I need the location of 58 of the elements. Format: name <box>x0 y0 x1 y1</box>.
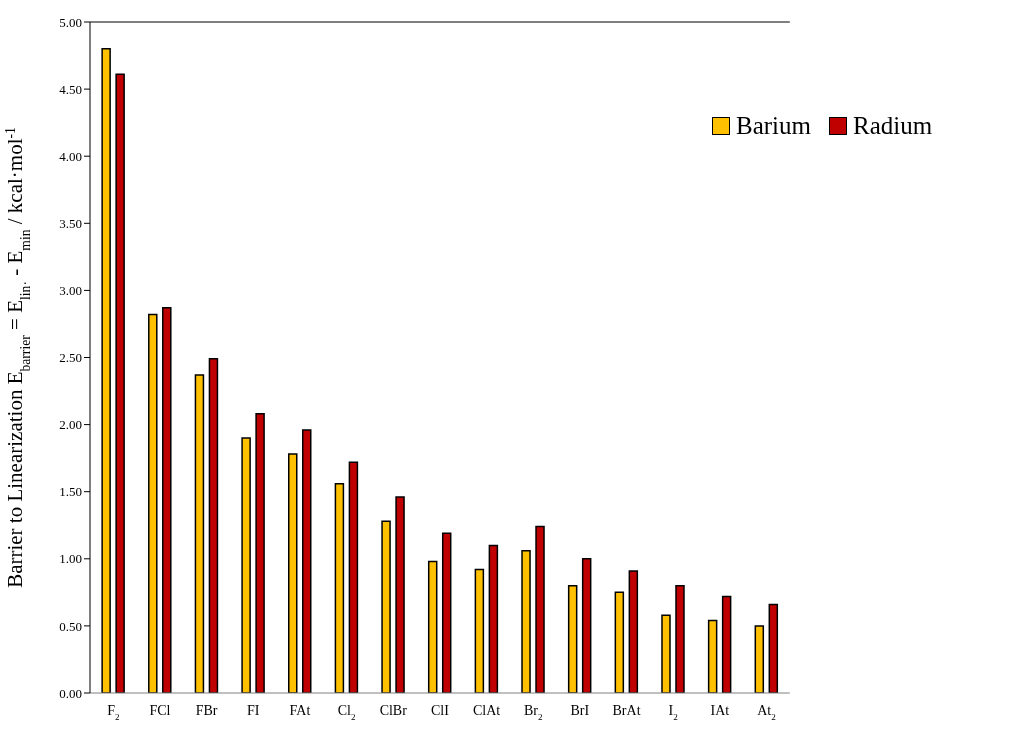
bar <box>581 558 592 693</box>
bar <box>675 584 685 693</box>
y-tick-label: 4.50 <box>59 81 82 97</box>
bar <box>754 625 765 693</box>
bar <box>521 550 531 693</box>
x-tick-label: FI <box>247 703 260 718</box>
legend-label: Barium <box>736 112 811 140</box>
x-tick-label: ClAt <box>472 703 501 718</box>
x-tick-label: ClI <box>430 703 450 718</box>
bar <box>721 595 732 693</box>
x-tick-label: FCl <box>149 703 171 718</box>
bar <box>395 496 405 693</box>
bar <box>241 437 251 693</box>
bar <box>661 614 671 693</box>
y-tick-label: 1.50 <box>59 484 82 500</box>
bar <box>474 568 485 693</box>
x-tick-label: I$_{2}$ <box>668 703 679 722</box>
y-tick-label: 3.00 <box>59 283 82 299</box>
y-tick-label: 3.50 <box>59 215 82 231</box>
bar <box>255 413 265 693</box>
x-tick-label: Br$_{2}$ <box>523 703 543 722</box>
bar <box>101 48 111 693</box>
bar <box>567 584 578 693</box>
y-tick-label: 0.50 <box>59 618 82 634</box>
x-tick-label: BrAt <box>612 703 641 718</box>
x-tick-label: F$_{2}$ <box>107 703 120 722</box>
bar <box>162 307 172 693</box>
bar <box>488 544 499 693</box>
bar <box>441 532 452 693</box>
y-tick-label: 2.50 <box>59 350 82 366</box>
y-tick-label: 4.00 <box>59 148 82 164</box>
bar <box>334 482 345 693</box>
x-tick-label: Cl$_{2}$ <box>337 703 356 722</box>
bar <box>348 461 359 693</box>
x-tick-label: BrI <box>570 703 590 718</box>
bar <box>208 358 219 693</box>
x-tick-label: ClBr <box>379 703 408 718</box>
y-tick-label: 0.00 <box>59 685 82 701</box>
y-tick-label: 1.00 <box>59 551 82 567</box>
bar <box>427 560 438 693</box>
bar <box>194 374 205 693</box>
bar <box>302 429 312 693</box>
bar <box>148 313 158 693</box>
bar <box>535 525 545 693</box>
bar <box>628 570 639 693</box>
y-tick-label: 5.00 <box>59 14 82 30</box>
bar <box>768 603 779 693</box>
x-tick-label: FBr <box>195 703 218 718</box>
y-tick-label: 2.00 <box>59 417 82 433</box>
x-tick-label: FAt <box>289 703 311 718</box>
bar <box>614 591 625 693</box>
bar <box>288 453 298 693</box>
x-tick-label: At$_{2}$ <box>757 703 777 722</box>
legend-label: Radium <box>853 112 933 140</box>
x-tick-label: IAt <box>710 703 730 718</box>
bar <box>381 520 391 693</box>
bar <box>707 619 718 693</box>
bar <box>115 73 125 693</box>
